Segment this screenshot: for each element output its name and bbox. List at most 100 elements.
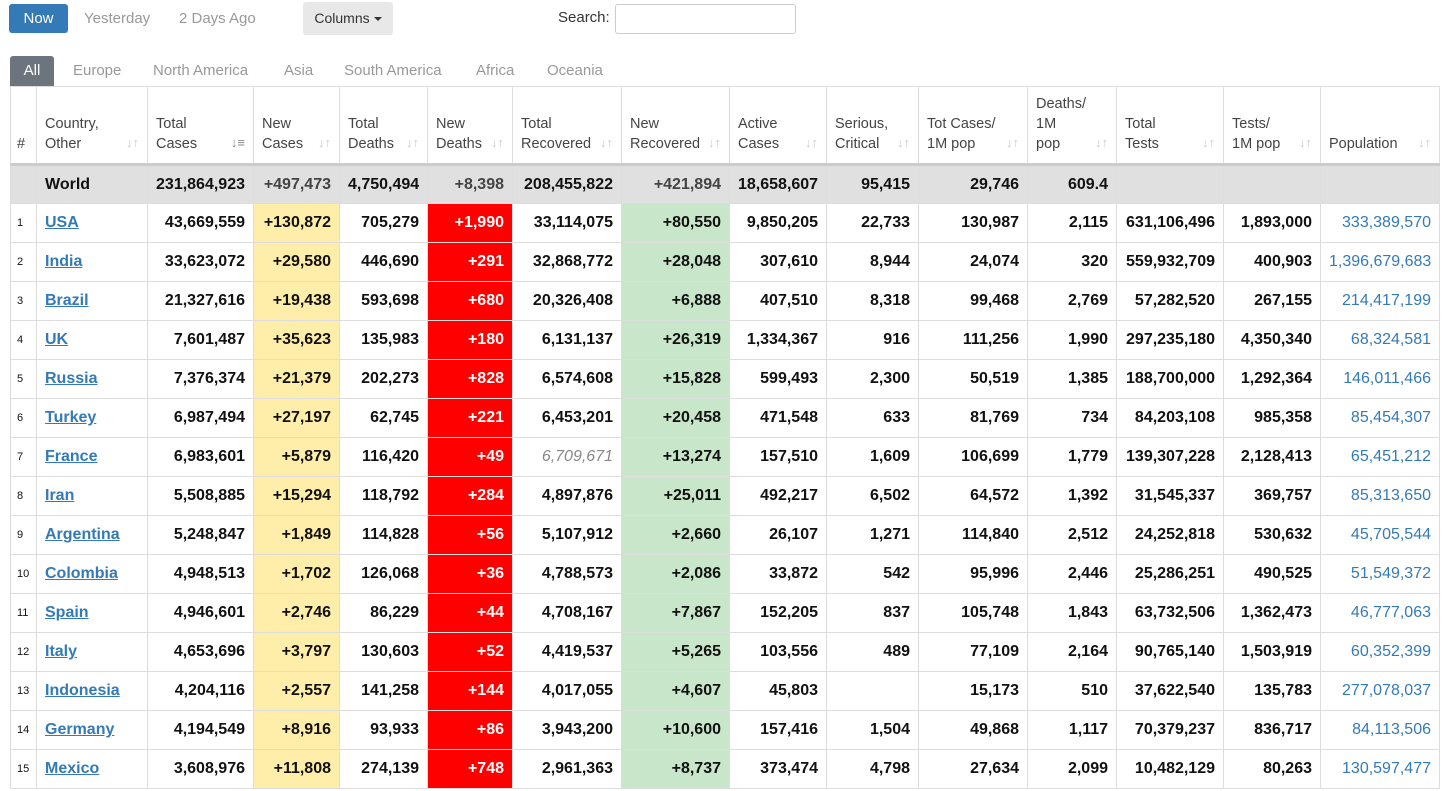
header-label: Active Cases (738, 116, 780, 152)
cell-total-deaths: 86,229 (339, 593, 428, 633)
cell-tot-cases-per-1m: 106,699 (918, 437, 1028, 477)
two-days-ago-button[interactable]: 2 Days Ago (179, 10, 256, 27)
country-link[interactable]: India (45, 253, 83, 270)
header-label: Serious, Critical (835, 116, 889, 152)
tab-europe[interactable]: Europe (73, 62, 122, 79)
country-link[interactable]: Italy (45, 643, 78, 660)
country-link[interactable]: Iran (45, 487, 75, 504)
country-link[interactable]: France (45, 448, 98, 465)
cell-serious-critical: 2,300 (826, 359, 919, 399)
header-tot-cases-per-1m[interactable]: Tot Cases/1M pop ↓↑ (918, 86, 1028, 166)
search-input[interactable] (615, 4, 796, 34)
cell-deaths-per-1m: 510 (1027, 671, 1117, 711)
cell-active-cases: 1,334,367 (729, 320, 827, 360)
country-link[interactable]: Germany (45, 721, 115, 738)
columns-dropdown-button[interactable]: Columns (303, 2, 393, 35)
country-link[interactable]: Mexico (45, 760, 100, 777)
cell-total-tests: 57,282,520 (1116, 281, 1224, 321)
now-button[interactable]: Now (9, 4, 68, 33)
cell-tests-per-1m: 490,525 (1223, 554, 1321, 594)
cell-new-recovered: +2,660 (621, 515, 730, 555)
tab-all[interactable]: All (10, 56, 54, 86)
header-new-deaths[interactable]: New Deaths ↓↑ (427, 86, 513, 166)
tab-asia[interactable]: Asia (284, 62, 314, 79)
yesterday-button[interactable]: Yesterday (84, 10, 151, 27)
cell-tot-cases-per-1m: 49,868 (918, 710, 1028, 750)
cell-country: Argentina (36, 515, 148, 555)
country-link[interactable]: Russia (45, 370, 98, 387)
cell-serious-critical: 542 (826, 554, 919, 594)
caret-down-icon (373, 17, 382, 22)
country-link[interactable]: Argentina (45, 526, 120, 543)
header-serious-critical[interactable]: Serious, Critical ↓↑ (826, 86, 919, 166)
cell-deaths-per-1m: 320 (1027, 242, 1117, 282)
country-link[interactable]: USA (45, 214, 79, 231)
cell-deaths-per-1m: 1,392 (1027, 476, 1117, 516)
cell-country: Turkey (36, 398, 148, 438)
header-new-cases[interactable]: New Cases ↓↑ (253, 86, 340, 166)
header-active-cases[interactable]: Active Cases ↓↑ (729, 86, 827, 166)
cell-total-deaths: 118,792 (339, 476, 428, 516)
cell-rank: 14 (10, 710, 37, 750)
cell-new-cases: +2,557 (253, 671, 340, 711)
header-population[interactable]: Population ↓↑ (1320, 86, 1440, 166)
cell-total-cases: 4,194,549 (147, 710, 254, 750)
header-label: Total Deaths (348, 116, 394, 152)
country-link[interactable]: Colombia (45, 565, 118, 582)
cell-total-recovered: 4,788,573 (512, 554, 622, 594)
cell-total-tests: 70,379,237 (1116, 710, 1224, 750)
cell-new-deaths: +180 (427, 320, 513, 360)
cell-new-deaths: +1,990 (427, 203, 513, 243)
tab-north-america[interactable]: North America (153, 62, 249, 79)
country-link[interactable]: UK (45, 331, 69, 348)
cell-total-deaths: 4,750,494 (339, 164, 428, 204)
cell-total-cases: 5,248,847 (147, 515, 254, 555)
header-deaths-per-1m[interactable]: Deaths/1M pop ↓↑ (1027, 86, 1117, 166)
cell-population: 85,454,307 (1320, 398, 1440, 438)
cell-country: World (36, 164, 148, 204)
header-country[interactable]: Country, Other ↓↑ (36, 86, 148, 166)
table-row: 5 Russia 7,376,374 +21,379 202,273 +828 6,574,… (10, 359, 1440, 399)
cell-total-deaths: 593,698 (339, 281, 428, 321)
cell-tot-cases-per-1m: 50,519 (918, 359, 1028, 399)
cell-tot-cases-per-1m: 77,109 (918, 632, 1028, 672)
cell-total-cases: 43,669,559 (147, 203, 254, 243)
cell-new-cases: +15,294 (253, 476, 340, 516)
cell-new-cases: +5,879 (253, 437, 340, 477)
toolbar: Now Yesterday 2 Days Ago Columns Search: (0, 0, 1446, 40)
header-new-recovered[interactable]: New Recovered ↓↑ (621, 86, 730, 166)
cell-total-cases: 6,983,601 (147, 437, 254, 477)
country-link[interactable]: Spain (45, 604, 89, 621)
header-label: Total Cases (156, 116, 198, 152)
cell-total-recovered: 6,453,201 (512, 398, 622, 438)
tab-oceania[interactable]: Oceania (547, 62, 603, 79)
columns-label: Columns (314, 10, 370, 26)
sort-arrows-icon: ↓↑ (1299, 135, 1312, 150)
table-row: 11 Spain 4,946,601 +2,746 86,229 +44 4,708,167… (10, 593, 1440, 633)
cell-rank: 13 (10, 671, 37, 711)
cell-rank: 2 (10, 242, 37, 282)
cell-new-recovered: +10,600 (621, 710, 730, 750)
cell-population: 46,777,063 (1320, 593, 1440, 633)
sort-arrows-icon: ↓↑ (406, 135, 419, 150)
header-total-recovered[interactable]: Total Recovered ↓↑ (512, 86, 622, 166)
country-link[interactable]: Brazil (45, 292, 89, 309)
header-rank[interactable]: # (10, 86, 37, 166)
tab-africa[interactable]: Africa (476, 62, 515, 79)
cell-active-cases: 407,510 (729, 281, 827, 321)
cell-total-cases: 4,204,116 (147, 671, 254, 711)
cell-total-cases: 4,653,696 (147, 632, 254, 672)
cell-tests-per-1m: 135,783 (1223, 671, 1321, 711)
header-total-deaths[interactable]: Total Deaths ↓↑ (339, 86, 428, 166)
country-link[interactable]: Indonesia (45, 682, 120, 699)
cell-total-cases: 5,508,885 (147, 476, 254, 516)
header-tests-per-1m[interactable]: Tests/1M pop ↓↑ (1223, 86, 1321, 166)
header-total-cases[interactable]: Total Cases ↓≡ (147, 86, 254, 166)
cell-tests-per-1m: 1,292,364 (1223, 359, 1321, 399)
cell-deaths-per-1m: 2,164 (1027, 632, 1117, 672)
cell-population: 68,324,581 (1320, 320, 1440, 360)
header-total-tests[interactable]: Total Tests ↓↑ (1116, 86, 1224, 166)
country-link[interactable]: Turkey (45, 409, 97, 426)
tab-south-america[interactable]: South America (344, 62, 442, 79)
cell-active-cases: 26,107 (729, 515, 827, 555)
